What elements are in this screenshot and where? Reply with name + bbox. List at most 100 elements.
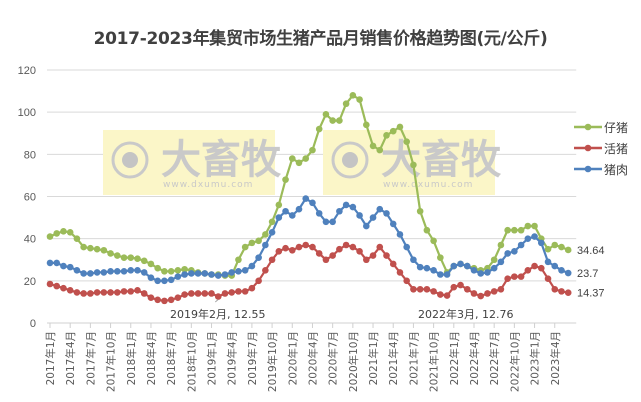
data-point [100, 269, 108, 276]
data-point [147, 274, 155, 281]
x-tick-label: 2020年1月 [286, 331, 299, 385]
data-point [457, 281, 464, 289]
data-point [336, 117, 343, 124]
data-point [114, 268, 121, 275]
x-tick-label: 2020年10月 [347, 331, 360, 392]
data-point [497, 258, 505, 266]
data-point [100, 246, 108, 254]
data-point [504, 275, 511, 283]
data-point [437, 291, 444, 298]
data-point [93, 269, 101, 276]
data-point [174, 294, 182, 302]
data-point [504, 226, 511, 234]
data-point [423, 264, 431, 272]
watermark-url: www.dxumu.com [163, 180, 253, 190]
data-point [167, 296, 175, 304]
data-point [268, 218, 276, 226]
legend-label: 猪肉 [604, 163, 628, 177]
data-point [134, 266, 141, 274]
data-point [329, 218, 336, 226]
data-point [484, 290, 491, 297]
data-point [275, 201, 283, 209]
x-tick-label: 2018年4月 [145, 331, 158, 385]
x-tick-label: 2017年1月 [44, 331, 57, 385]
data-point [369, 252, 377, 259]
end-label-猪肉: 23.7 [577, 268, 598, 280]
data-point [356, 248, 363, 255]
data-point [356, 212, 363, 219]
data-point [490, 264, 498, 272]
data-point [161, 277, 168, 285]
legend-item-仔猪[interactable]: 仔猪 [574, 121, 628, 135]
data-point [221, 271, 229, 278]
data-point [188, 290, 195, 297]
data-point [396, 123, 404, 131]
data-point [363, 121, 370, 129]
y-tick-label: 60 [24, 192, 36, 204]
data-point [490, 288, 498, 295]
legend-item-猪肉[interactable]: 猪肉 [574, 163, 628, 177]
data-point [302, 155, 310, 162]
watermark-brand: 大畜牧 [161, 137, 282, 183]
y-tick-label: 40 [24, 234, 36, 246]
data-point [80, 270, 87, 277]
data-point [161, 297, 168, 305]
y-tick-label: 20 [24, 276, 36, 288]
data-point [295, 159, 303, 167]
data-point [329, 117, 336, 124]
annotations: 2019年2月, 12.55 2022年3月, 12.76 34.64 23.7 14.… [170, 245, 605, 321]
data-point [262, 231, 269, 238]
watermark-url: www.dxumu.com [383, 180, 473, 190]
data-point [262, 241, 269, 249]
x-tick-label: 2022年4月 [468, 331, 481, 385]
series-活猪 [46, 241, 572, 305]
data-point [93, 289, 101, 296]
data-point [369, 142, 377, 150]
data-point [248, 284, 256, 292]
data-point [268, 256, 276, 264]
data-point [450, 262, 458, 270]
annotation-2022-03: 2022年3月, 12.76 [418, 307, 513, 321]
data-point [537, 239, 545, 247]
data-point [127, 288, 135, 295]
data-point [309, 146, 316, 154]
data-point [389, 127, 397, 135]
data-point [544, 245, 552, 253]
data-point [147, 260, 155, 268]
data-point [288, 155, 296, 162]
data-point [517, 226, 525, 234]
y-axis: 0 20 40 60 80 100 120 [18, 65, 36, 330]
x-tick-label: 2019年7月 [246, 331, 259, 385]
data-point [342, 100, 350, 108]
data-point [87, 290, 94, 297]
annotation-leader [214, 299, 219, 303]
data-point [295, 243, 303, 251]
data-point [214, 272, 222, 279]
data-point [282, 207, 289, 215]
data-point [315, 210, 323, 217]
data-point [463, 285, 471, 293]
data-point [120, 254, 128, 261]
data-point [363, 222, 370, 230]
data-point [524, 235, 532, 242]
x-tick-label: 2022年10月 [508, 331, 521, 392]
data-point [558, 266, 565, 274]
data-point [154, 296, 161, 304]
data-point [403, 243, 410, 251]
data-point [356, 96, 363, 103]
data-point [194, 290, 202, 297]
data-point [477, 270, 485, 277]
data-point [188, 270, 195, 277]
data-point [53, 230, 61, 237]
end-label-活猪: 14.37 [577, 288, 605, 300]
data-point [154, 264, 161, 272]
legend-item-活猪[interactable]: 活猪 [574, 142, 628, 156]
data-point [410, 256, 417, 264]
data-point [531, 233, 538, 240]
y-tick-label: 120 [18, 65, 36, 77]
data-point [389, 260, 397, 268]
data-point [490, 256, 498, 264]
data-point [60, 227, 67, 235]
data-point [423, 226, 431, 234]
annotation-2019-02: 2019年2月, 12.55 [170, 307, 265, 321]
